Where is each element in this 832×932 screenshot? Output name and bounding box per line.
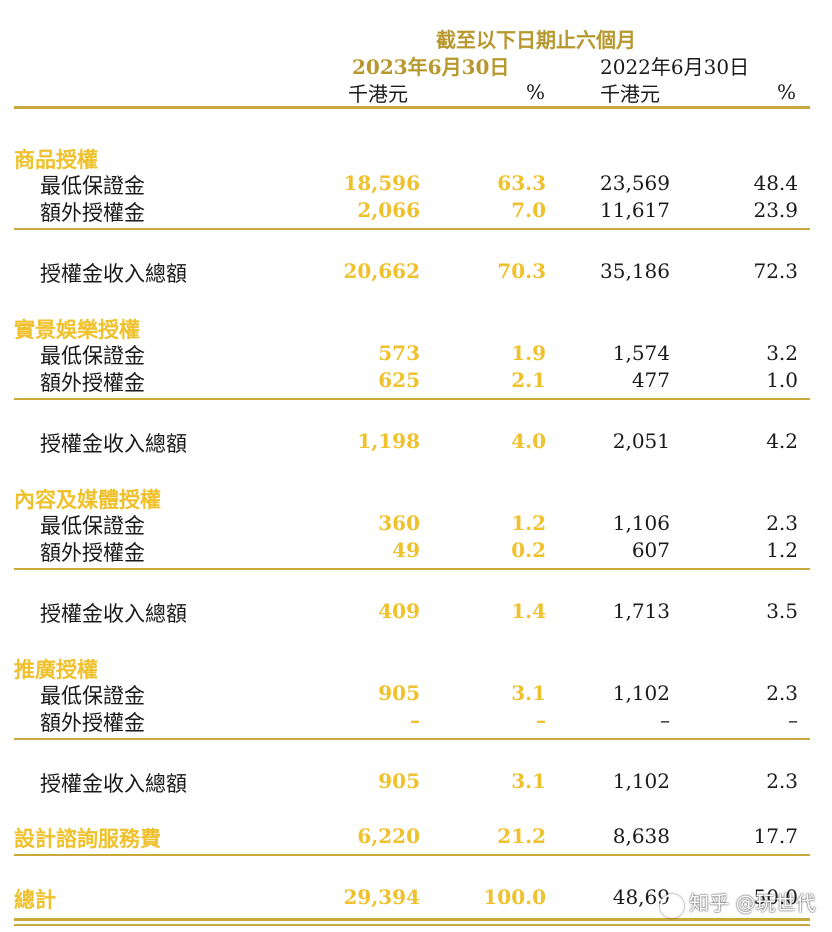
value-2022: 1,713 bbox=[612, 599, 670, 623]
unit-2023-label: 千港元 bbox=[348, 82, 408, 106]
row-label: 最低保證金 bbox=[40, 174, 145, 198]
value-2023: 905 bbox=[378, 681, 420, 705]
section-title: 推廣授權 bbox=[14, 657, 98, 682]
pct-2022: 3.2 bbox=[766, 341, 798, 365]
pct-2022: 17.7 bbox=[753, 824, 798, 848]
pct-2023: 0.2 bbox=[511, 538, 546, 562]
pct-2022: 2.3 bbox=[766, 511, 798, 535]
section-title: 商品授權 bbox=[14, 147, 98, 172]
subtotal-rule bbox=[14, 228, 810, 230]
value-2022: 1,106 bbox=[612, 511, 670, 535]
row-label: 最低保證金 bbox=[40, 514, 145, 538]
value-2023: 409 bbox=[378, 599, 420, 623]
pct-2023-label: % bbox=[526, 80, 546, 104]
header-rule bbox=[14, 106, 810, 109]
value-2022: 23,569 bbox=[600, 171, 670, 195]
pct-2022: 1.2 bbox=[766, 538, 798, 562]
value-2022: 2,051 bbox=[612, 429, 670, 453]
value-2023: 2,066 bbox=[357, 198, 420, 222]
row-label: 額外授權金 bbox=[40, 541, 145, 565]
pct-2022: 3.5 bbox=[766, 599, 798, 623]
pct-2023: 100.0 bbox=[483, 885, 546, 909]
value-2023: 29,394 bbox=[343, 885, 420, 909]
value-2022: 1,102 bbox=[612, 769, 670, 793]
pct-2023: – bbox=[536, 708, 546, 732]
pct-2022: 72.3 bbox=[753, 259, 798, 283]
pct-2022: 4.2 bbox=[766, 429, 798, 453]
value-2022: 8,638 bbox=[612, 824, 670, 848]
total-rule bbox=[14, 854, 810, 856]
section-title: 內容及媒體授權 bbox=[14, 487, 161, 512]
row-label: 額外授權金 bbox=[40, 711, 145, 735]
pct-2022: 50.0 bbox=[753, 885, 798, 909]
watermark: 知乎 @玩世代 bbox=[660, 887, 815, 918]
subtotal-rule bbox=[14, 738, 810, 740]
value-2023: 625 bbox=[378, 368, 420, 392]
row-label: 總計 bbox=[14, 887, 56, 912]
pct-2023: 4.0 bbox=[511, 429, 546, 453]
bottom-rule-double bbox=[14, 924, 810, 926]
unit-2022-label: 千港元 bbox=[600, 82, 660, 106]
value-2022: – bbox=[660, 708, 670, 732]
pct-2023: 7.0 bbox=[511, 198, 546, 222]
pct-2023: 1.9 bbox=[511, 341, 546, 365]
date-2022-heading: 2022年6月30日 bbox=[600, 55, 750, 79]
pct-2023: 70.3 bbox=[497, 259, 546, 283]
value-2023: 360 bbox=[378, 511, 420, 535]
pct-2023: 63.3 bbox=[497, 171, 546, 195]
row-label: 授權金收入總額 bbox=[40, 772, 187, 796]
pct-2022: 2.3 bbox=[766, 681, 798, 705]
pct-2022: 2.3 bbox=[766, 769, 798, 793]
pct-2022: – bbox=[788, 708, 798, 732]
zhihu-logo-icon bbox=[660, 893, 684, 918]
row-label: 授權金收入總額 bbox=[40, 262, 187, 286]
watermark-text: 知乎 @玩世代 bbox=[689, 891, 816, 915]
pct-2023: 21.2 bbox=[497, 824, 546, 848]
value-2023: 573 bbox=[378, 341, 420, 365]
pct-2022-label: % bbox=[777, 80, 797, 104]
value-2023: 18,596 bbox=[343, 171, 420, 195]
subtotal-rule bbox=[14, 398, 810, 400]
value-2022: 11,617 bbox=[600, 198, 670, 222]
value-2022: 1,574 bbox=[612, 341, 670, 365]
row-label: 授權金收入總額 bbox=[40, 432, 187, 456]
pct-2022: 23.9 bbox=[753, 198, 798, 222]
row-label: 額外授權金 bbox=[40, 371, 145, 395]
pct-2023: 1.4 bbox=[511, 599, 546, 623]
value-2022: 1,102 bbox=[612, 681, 670, 705]
subtotal-rule bbox=[14, 568, 810, 570]
row-label: 最低保證金 bbox=[40, 344, 145, 368]
period-heading: 截至以下日期止六個月 bbox=[436, 28, 636, 52]
bottom-rule-top bbox=[14, 918, 810, 921]
value-2023: 905 bbox=[378, 769, 420, 793]
pct-2023: 3.1 bbox=[511, 681, 546, 705]
value-2022: 35,186 bbox=[600, 259, 670, 283]
pct-2023: 1.2 bbox=[511, 511, 546, 535]
value-2023: 20,662 bbox=[343, 259, 420, 283]
pct-2023: 3.1 bbox=[511, 769, 546, 793]
value-2023: – bbox=[410, 708, 420, 732]
value-2022: 607 bbox=[631, 538, 670, 562]
pct-2022: 48.4 bbox=[753, 171, 798, 195]
value-2023: 1,198 bbox=[357, 429, 420, 453]
row-label: 設計諮詢服務費 bbox=[14, 826, 161, 851]
date-2023-heading: 2023年6月30日 bbox=[352, 55, 510, 79]
value-2023: 49 bbox=[392, 538, 420, 562]
row-label: 額外授權金 bbox=[40, 201, 145, 225]
section-title: 實景娛樂授權 bbox=[14, 317, 140, 342]
row-label: 最低保證金 bbox=[40, 684, 145, 708]
pct-2022: 1.0 bbox=[766, 368, 798, 392]
pct-2023: 2.1 bbox=[511, 368, 546, 392]
value-2023: 6,220 bbox=[357, 824, 420, 848]
value-2022: 477 bbox=[631, 368, 670, 392]
row-label: 授權金收入總額 bbox=[40, 602, 187, 626]
